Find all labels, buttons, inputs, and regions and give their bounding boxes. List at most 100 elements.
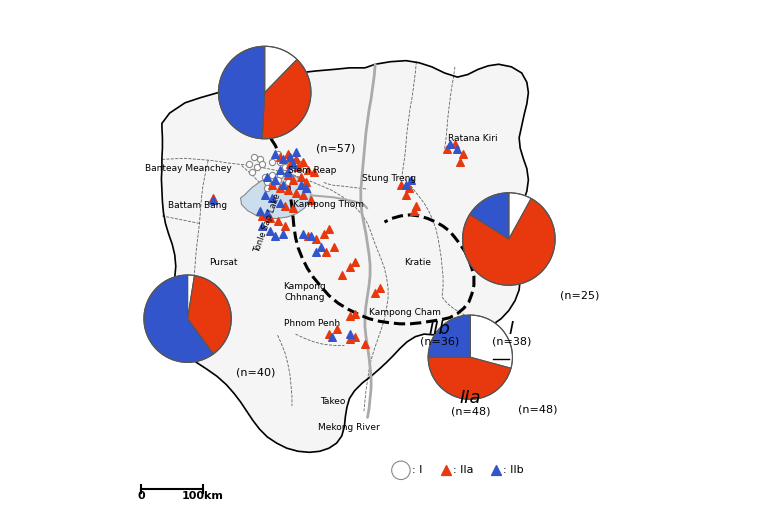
Text: : I: : I — [412, 465, 423, 475]
Polygon shape — [241, 174, 311, 218]
Point — [343, 335, 355, 343]
Point — [400, 191, 412, 199]
Point — [266, 181, 278, 189]
Point — [269, 176, 281, 184]
Point — [266, 158, 278, 166]
Point — [289, 155, 301, 163]
Point — [284, 160, 297, 169]
Point — [274, 199, 286, 207]
Point — [305, 232, 317, 241]
Point — [258, 191, 271, 199]
Point — [405, 176, 417, 184]
Point — [348, 258, 361, 266]
Point — [279, 163, 291, 171]
Text: Kratie: Kratie — [404, 258, 432, 267]
Point — [402, 183, 415, 192]
Text: : IIb: : IIb — [503, 465, 524, 475]
Point — [258, 173, 271, 181]
Point — [295, 173, 307, 181]
Point — [266, 194, 278, 202]
Text: Siem Reap: Siem Reap — [288, 166, 337, 175]
Point — [331, 325, 343, 333]
Wedge shape — [470, 315, 513, 368]
Point — [318, 230, 330, 238]
Point — [310, 235, 322, 243]
Text: Tonle Sap Lake: Tonle Sap Lake — [252, 193, 282, 254]
Point — [271, 217, 284, 225]
Point — [261, 178, 274, 187]
Point — [348, 309, 361, 318]
Text: 100km: 100km — [182, 490, 224, 501]
Point — [374, 284, 386, 292]
Point — [281, 178, 294, 187]
Wedge shape — [428, 357, 511, 399]
Point — [279, 201, 291, 210]
Text: Stung Treng: Stung Treng — [362, 174, 416, 183]
Point — [441, 145, 453, 153]
Point — [300, 183, 312, 192]
Point — [287, 160, 299, 169]
Circle shape — [392, 461, 410, 480]
Point — [302, 232, 315, 241]
Point — [315, 243, 328, 251]
Text: Phnom Penh: Phnom Penh — [284, 319, 340, 328]
Point — [325, 333, 338, 341]
Point — [274, 183, 286, 192]
Point — [343, 312, 355, 320]
Point — [246, 168, 258, 176]
Wedge shape — [218, 46, 264, 139]
Point — [359, 340, 371, 348]
Text: Takeo: Takeo — [321, 397, 345, 407]
Point — [277, 155, 289, 163]
Point — [281, 150, 294, 158]
Point — [289, 158, 301, 166]
Text: (n=48): (n=48) — [517, 405, 557, 414]
Wedge shape — [262, 60, 311, 139]
Point — [261, 209, 274, 217]
Point — [248, 153, 261, 161]
Text: Kampong
Chhnang: Kampong Chhnang — [283, 282, 325, 302]
Point — [251, 163, 263, 171]
Point — [320, 248, 332, 256]
Point — [274, 153, 286, 161]
Text: 0: 0 — [137, 490, 145, 501]
Wedge shape — [463, 198, 555, 285]
Point — [323, 330, 335, 338]
Point — [305, 196, 317, 205]
Text: Kampong Cham: Kampong Cham — [369, 308, 441, 317]
Point — [277, 230, 289, 238]
Wedge shape — [509, 193, 531, 239]
Point — [207, 194, 220, 202]
Point — [269, 150, 281, 158]
Point — [271, 150, 284, 158]
Point — [302, 166, 315, 174]
Text: : IIa: : IIa — [453, 465, 474, 475]
Point — [408, 207, 420, 215]
Point — [277, 166, 289, 174]
Point — [440, 466, 453, 474]
Wedge shape — [428, 315, 470, 357]
Wedge shape — [470, 193, 509, 239]
Point — [264, 214, 276, 223]
Point — [328, 243, 340, 251]
Text: Banteay Meanchey: Banteay Meanchey — [145, 164, 231, 173]
Point — [274, 158, 286, 166]
Wedge shape — [264, 46, 297, 93]
Point — [261, 183, 274, 192]
Text: (n=57): (n=57) — [316, 144, 355, 154]
Point — [274, 171, 286, 179]
Point — [256, 160, 268, 169]
Point — [297, 191, 309, 199]
Polygon shape — [161, 61, 528, 452]
Text: Ratana Kiri: Ratana Kiri — [448, 134, 498, 143]
Point — [279, 222, 291, 230]
Point — [323, 225, 335, 233]
Point — [335, 271, 348, 279]
Point — [343, 330, 355, 338]
Point — [289, 189, 301, 197]
Text: (n=40): (n=40) — [237, 368, 276, 377]
Text: (n=36): (n=36) — [420, 337, 459, 347]
Point — [281, 168, 294, 176]
Point — [287, 176, 299, 184]
Point — [369, 289, 382, 297]
